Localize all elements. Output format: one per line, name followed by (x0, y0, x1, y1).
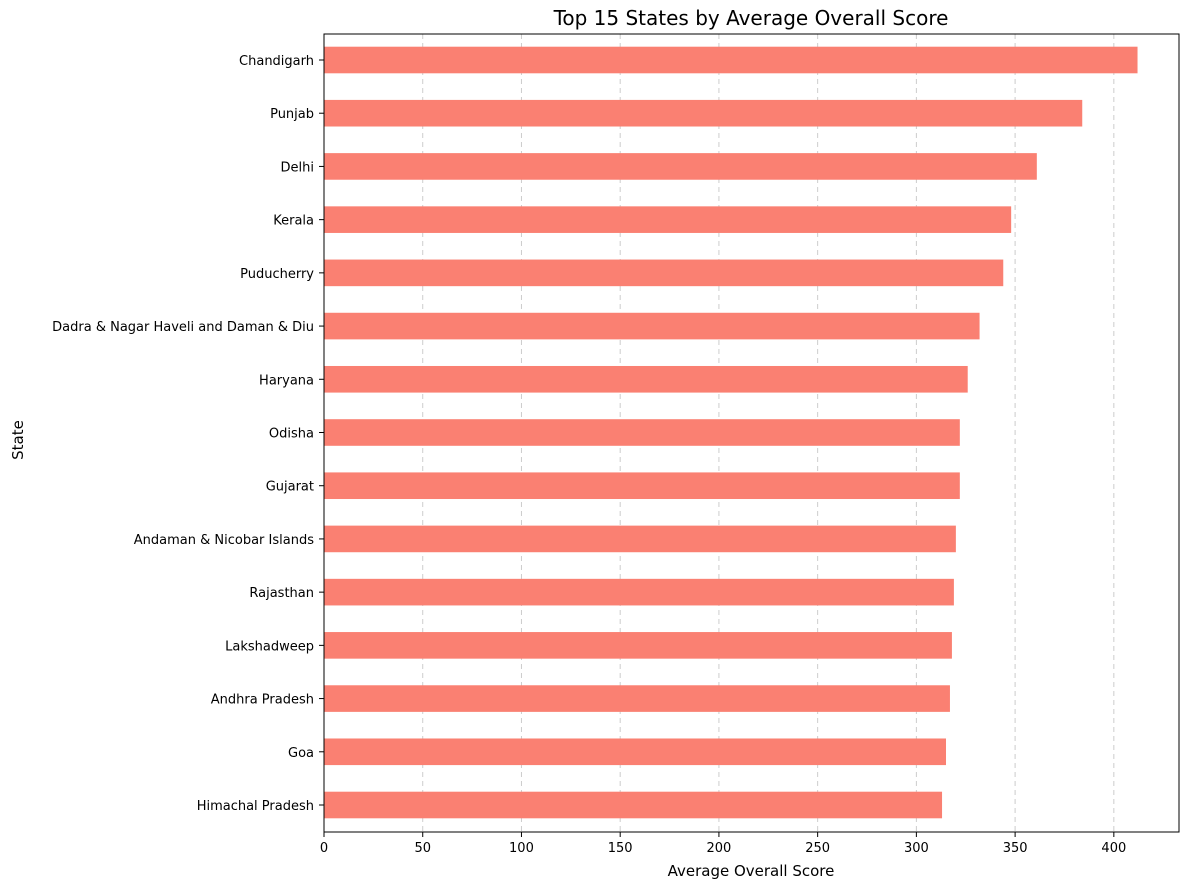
y-tick-label: Lakshadweep (225, 639, 314, 654)
x-tick-label: 300 (904, 841, 929, 856)
y-tick-label: Punjab (270, 107, 314, 122)
y-axis-label: State (9, 420, 27, 460)
y-tick-label: Puducherry (240, 267, 314, 282)
tick-labels: 0 50 100 150 200 250 300 350 400 Chandigarh Punjab… (52, 54, 1126, 856)
bar (324, 738, 946, 766)
x-axis-label: Average Overall Score (668, 862, 835, 880)
x-tick-label: 200 (707, 841, 732, 856)
bar (324, 46, 1138, 74)
y-tick-label: Gujarat (266, 480, 314, 495)
x-tick-label: 100 (509, 841, 534, 856)
x-tick-label: 50 (414, 841, 431, 856)
x-tick-label: 150 (608, 841, 633, 856)
bar (324, 312, 980, 340)
bar (324, 259, 1004, 287)
y-tick-label: Andaman & Nicobar Islands (134, 533, 314, 548)
bar (324, 419, 960, 446)
bar (324, 365, 968, 393)
y-tick-label: Odisha (269, 427, 314, 442)
chart-title: Top 15 States by Average Overall Score (553, 6, 949, 30)
y-tick-label: Kerala (273, 214, 314, 229)
bar (324, 472, 960, 500)
y-tick-label: Chandigarh (239, 54, 314, 69)
y-tick-label: Haryana (259, 373, 314, 388)
bar (324, 632, 952, 659)
bar (324, 578, 954, 606)
y-tick-label: Delhi (281, 160, 314, 175)
x-tick-label: 400 (1101, 841, 1126, 856)
y-tick-label: Himachal Pradesh (197, 799, 314, 814)
y-tick-label: Andhra Pradesh (211, 693, 314, 708)
y-tick-label: Rajasthan (249, 586, 314, 601)
bars (324, 46, 1138, 819)
bar (324, 525, 956, 553)
bar (324, 791, 943, 819)
x-tick-label: 0 (320, 841, 328, 856)
bar (324, 99, 1083, 127)
bar (324, 685, 950, 712)
bar (324, 153, 1037, 180)
x-tick-label: 350 (1003, 841, 1028, 856)
axes (319, 33, 1180, 837)
y-tick-label: Dadra & Nagar Haveli and Daman & Diu (52, 320, 314, 335)
y-tick-label: Goa (288, 746, 314, 761)
bar (324, 206, 1012, 233)
x-tick-label: 250 (805, 841, 830, 856)
